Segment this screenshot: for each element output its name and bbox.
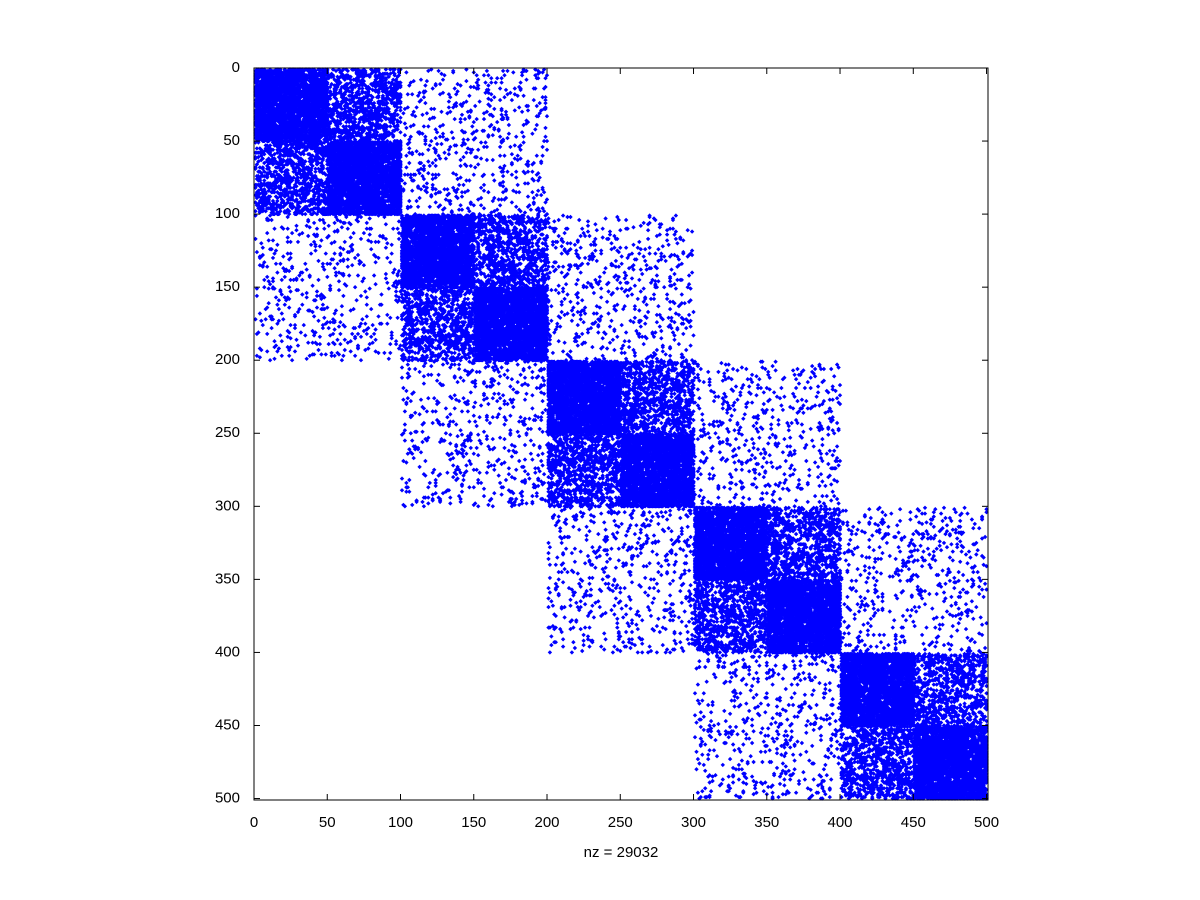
block-dots <box>546 432 623 509</box>
block-dots <box>326 67 403 144</box>
x-tick-label: 200 <box>534 814 559 831</box>
x-tick-label: 350 <box>754 814 779 831</box>
dots-layer <box>253 67 989 801</box>
y-tick-label: 450 <box>215 716 240 733</box>
x-tick-label: 500 <box>974 814 999 831</box>
block-dots <box>399 213 476 290</box>
y-tick-label: 350 <box>215 570 240 587</box>
block-dots <box>839 724 916 801</box>
y-tick-label: 500 <box>215 790 240 807</box>
block-dots <box>766 578 843 655</box>
block-dots <box>692 505 769 582</box>
block-dots <box>253 213 403 363</box>
block-dots <box>399 67 550 217</box>
block-dots <box>473 286 550 363</box>
block-dots <box>692 578 769 655</box>
x-tick-label: 0 <box>250 814 258 831</box>
y-tick-label: 200 <box>215 351 240 368</box>
block-dots <box>912 724 989 801</box>
block-dots <box>912 651 989 728</box>
plot-frame <box>253 67 989 801</box>
block-dots <box>766 505 843 582</box>
x-tick-label: 300 <box>681 814 706 831</box>
y-tick-label: 400 <box>215 643 240 660</box>
block-dots <box>473 213 550 290</box>
x-tick-label: 400 <box>828 814 853 831</box>
block-dots <box>399 286 476 363</box>
block-dots <box>839 651 916 728</box>
y-tick-label: 50 <box>223 132 240 149</box>
block-dots <box>326 140 403 217</box>
block-dots <box>692 359 843 509</box>
x-tick-label: 150 <box>461 814 486 831</box>
x-axis-label: nz = 29032 <box>584 844 659 861</box>
x-tick-label: 250 <box>608 814 633 831</box>
y-tick-label: 100 <box>215 205 240 222</box>
block-dots <box>619 432 696 509</box>
y-tick-label: 300 <box>215 497 240 514</box>
x-tick-label: 50 <box>319 814 336 831</box>
x-tick-label: 100 <box>388 814 413 831</box>
block-dots <box>253 67 330 144</box>
y-tick-label: 250 <box>215 424 240 441</box>
y-tick-label: 0 <box>232 59 240 76</box>
block-dots <box>546 213 696 363</box>
block-dots <box>839 505 989 655</box>
block-dots <box>546 505 696 655</box>
x-tick-label: 450 <box>901 814 926 831</box>
block-dots <box>546 359 623 436</box>
block-dots <box>253 140 330 217</box>
block-dots <box>619 359 696 436</box>
y-tick-label: 150 <box>215 278 240 295</box>
